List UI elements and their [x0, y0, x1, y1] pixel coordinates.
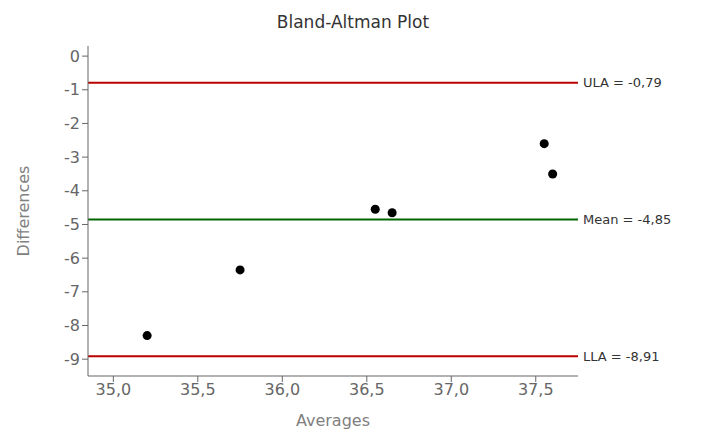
svg-text:36,0: 36,0: [264, 380, 300, 399]
svg-text:35,0: 35,0: [96, 380, 132, 399]
svg-text:Differences: Differences: [14, 166, 33, 257]
svg-text:ULA = -0,79: ULA = -0,79: [583, 75, 662, 90]
html-text:Bland-Altman Plot: Bland-Altman Plot: [276, 12, 430, 32]
svg-text:37,0: 37,0: [433, 380, 469, 399]
svg-text:37,5: 37,5: [518, 380, 554, 399]
svg-text:0: 0: [70, 47, 80, 66]
svg-text:-5: -5: [64, 215, 80, 234]
svg-text:-8: -8: [64, 316, 80, 335]
svg-text:-6: -6: [64, 249, 80, 268]
svg-text:-2: -2: [64, 114, 80, 133]
svg-text:-9: -9: [64, 350, 80, 369]
svg-text:LLA = -8,91: LLA = -8,91: [583, 349, 659, 364]
svg-text:Mean = -4,85: Mean = -4,85: [583, 212, 671, 227]
svg-text:35,5: 35,5: [180, 380, 216, 399]
svg-text:-7: -7: [64, 282, 80, 301]
svg-text:-1: -1: [64, 80, 80, 99]
svg-text:-4: -4: [64, 181, 80, 200]
svg-text:-3: -3: [64, 148, 80, 167]
svg-text:Averages: Averages: [296, 411, 370, 430]
svg-text:36,5: 36,5: [349, 380, 385, 399]
